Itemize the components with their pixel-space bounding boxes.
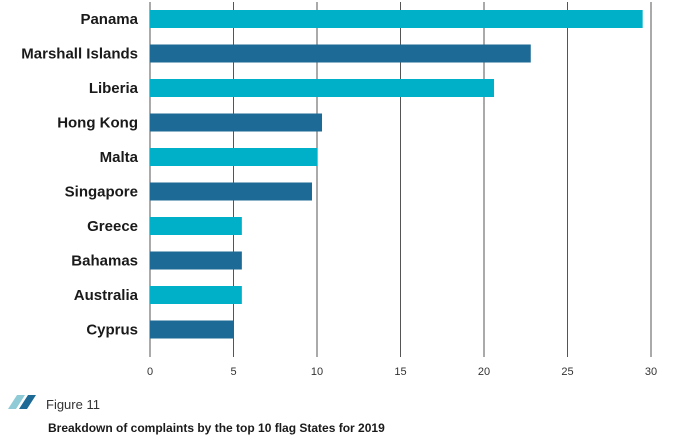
bar xyxy=(150,182,312,201)
category-label: Liberia xyxy=(89,80,139,97)
category-label: Bahamas xyxy=(71,253,138,270)
bar xyxy=(150,320,234,339)
category-label: Singapore xyxy=(65,184,138,201)
category-labels: Panama Marshall Islands Liberia Hong Kong Ma… xyxy=(21,11,138,339)
bar xyxy=(150,286,242,304)
category-label: Australia xyxy=(74,287,139,304)
bar xyxy=(150,217,242,235)
x-tick-label: 25 xyxy=(561,366,573,378)
figure-label-row: Figure 11 xyxy=(8,394,100,414)
bar xyxy=(150,10,643,28)
x-tick-label: 15 xyxy=(394,366,406,378)
x-tick-label: 10 xyxy=(311,366,323,378)
x-tick-label: 5 xyxy=(230,366,236,378)
x-tick-label: 0 xyxy=(147,366,153,378)
category-label: Greece xyxy=(87,218,138,235)
category-label: Panama xyxy=(80,11,138,28)
bar xyxy=(150,113,323,132)
x-tick-labels: 0 5 10 15 20 25 30 xyxy=(147,366,657,378)
figure-label: Figure 11 xyxy=(46,396,100,412)
bars xyxy=(150,10,643,339)
bar xyxy=(150,44,531,63)
x-tick-label: 20 xyxy=(478,366,490,378)
category-label: Hong Kong xyxy=(57,115,138,132)
x-tick-label: 30 xyxy=(645,366,657,378)
category-label: Malta xyxy=(100,149,139,166)
bar xyxy=(150,79,495,97)
bar-chart: Panama Marshall Islands Liberia Hong Kong Ma… xyxy=(21,2,657,378)
figure-caption: Breakdown of complaints by the top 10 fl… xyxy=(48,421,385,435)
slanted-stripes-icon xyxy=(8,394,40,414)
category-label: Marshall Islands xyxy=(21,46,138,63)
category-label: Cyprus xyxy=(86,322,138,339)
bar xyxy=(150,148,317,166)
bar xyxy=(150,251,242,270)
